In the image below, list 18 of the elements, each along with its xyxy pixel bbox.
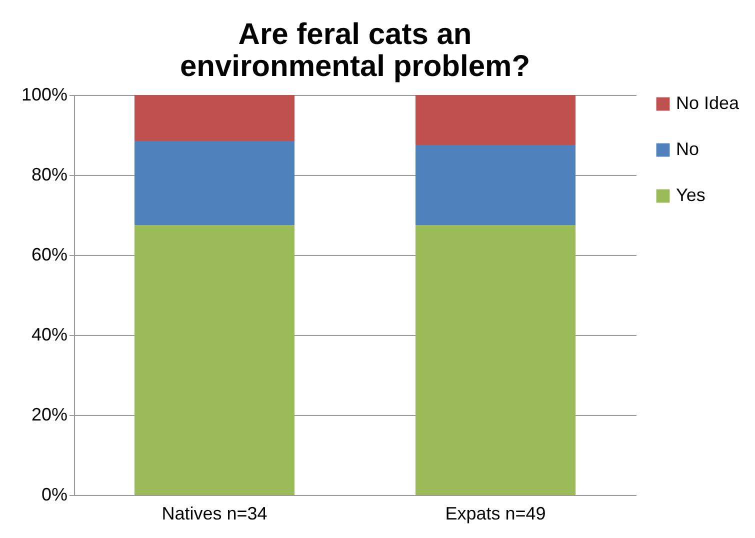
y-tick-label: 80% (31, 164, 68, 184)
y-tick-label: 40% (31, 324, 68, 344)
y-tick-label: 20% (31, 404, 68, 424)
y-tick-label: 0% (41, 484, 68, 504)
bar (134, 225, 294, 495)
bar (416, 225, 576, 495)
x-tick-label: Natives n=34 (162, 504, 268, 524)
bar (416, 95, 576, 145)
bar (134, 141, 294, 225)
legend-label: Yes (676, 185, 706, 205)
x-tick-label: Expats n=49 (445, 504, 546, 524)
bar (416, 145, 576, 225)
y-tick-label: 60% (31, 244, 68, 264)
bar (134, 95, 294, 141)
y-tick-label: 100% (21, 84, 68, 104)
legend-label: No (676, 139, 700, 159)
legend-label: No Idea (676, 93, 740, 113)
chart-title: Are feral cats an environmental problem? (180, 18, 530, 83)
